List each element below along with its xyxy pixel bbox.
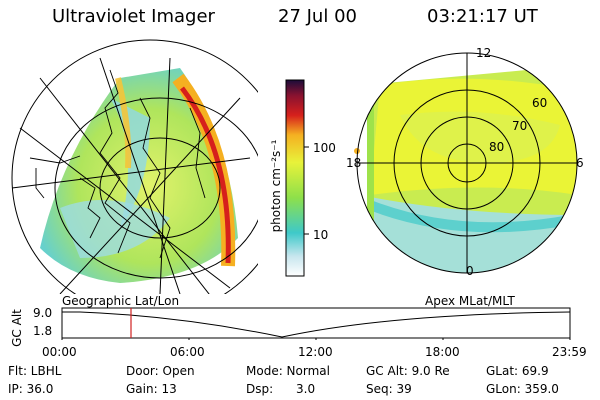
observation-date: 27 Jul 00 <box>278 6 357 27</box>
timeline-xtick-2359: 23:59 <box>552 345 587 359</box>
colorbar-tick-100: 100 <box>313 141 336 155</box>
timeline-ylabel: GC Alt <box>10 309 24 347</box>
mlt-label-12: 12 <box>476 46 492 60</box>
timeline-xtick-1200: 12:00 <box>298 345 333 359</box>
mlat-label-70: 70 <box>512 119 528 133</box>
info-glat: GLat: 69.9 <box>486 364 549 378</box>
altitude-timeline <box>61 307 571 340</box>
info-filter: Flt: LBHL <box>8 364 62 378</box>
info-gain: Gain: 13 <box>126 382 177 396</box>
timeline-xtick-0000: 00:00 <box>42 345 77 359</box>
info-dsp: Dsp: 3.0 <box>246 382 316 396</box>
timeline-xtick-0600: 06:00 <box>170 345 205 359</box>
geographic-image <box>11 39 258 294</box>
mlt-label-6: 6 <box>576 156 584 170</box>
mlt-label-0: 0 <box>466 264 474 278</box>
info-glon: GLon: 359.0 <box>486 382 559 396</box>
info-ip: IP: 36.0 <box>8 382 54 396</box>
instrument-title: Ultraviolet Imager <box>52 6 215 27</box>
mlat-label-80: 80 <box>489 140 505 154</box>
right-panel-label: Apex MLat/MLT <box>425 294 515 308</box>
observation-time: 03:21:17 UT <box>427 6 538 27</box>
colorbar-unit-label: photon cm⁻²s⁻¹ <box>269 139 283 233</box>
mlat-label-60: 60 <box>532 96 548 110</box>
mlt-label-18: 18 <box>346 156 362 170</box>
info-door: Door: Open <box>126 364 195 378</box>
intensity-colorbar <box>285 79 309 277</box>
colorbar-tick-10: 10 <box>313 228 329 242</box>
info-mode: Mode: Normal <box>246 364 330 378</box>
apex-polar-plot <box>354 52 578 274</box>
timeline-ytick-high: 9.0 <box>33 306 53 320</box>
info-seq: Seq: 39 <box>366 382 412 396</box>
left-panel-label: Geographic Lat/Lon <box>62 294 180 308</box>
timeline-xtick-1800: 18:00 <box>425 345 460 359</box>
timeline-ytick-low: 1.8 <box>33 324 53 338</box>
info-gc-alt: GC Alt: 9.0 Re <box>366 364 450 378</box>
